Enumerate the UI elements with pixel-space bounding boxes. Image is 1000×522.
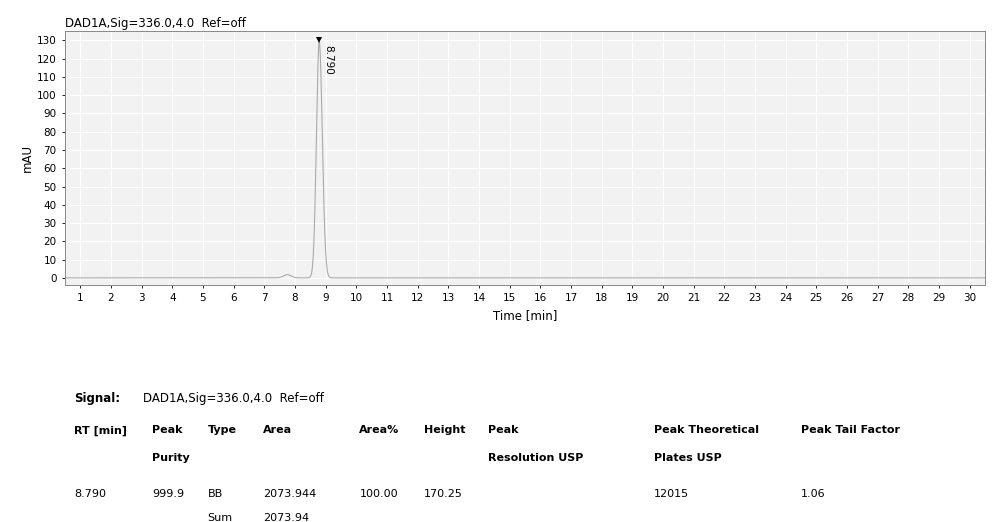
- Text: Sum: Sum: [208, 513, 233, 522]
- Text: RT [min]: RT [min]: [74, 425, 127, 436]
- Text: BB: BB: [208, 489, 223, 499]
- Text: Type: Type: [208, 425, 237, 435]
- Text: Plates USP: Plates USP: [654, 453, 722, 464]
- Text: Resolution USP: Resolution USP: [488, 453, 584, 464]
- Text: 170.25: 170.25: [424, 489, 463, 499]
- Text: Peak Theoretical: Peak Theoretical: [654, 425, 759, 435]
- Text: 8.790: 8.790: [74, 489, 106, 499]
- Text: Height: Height: [424, 425, 465, 435]
- Text: 1.06: 1.06: [801, 489, 826, 499]
- Text: 100.00: 100.00: [359, 489, 398, 499]
- Text: Peak: Peak: [152, 425, 183, 435]
- Text: Peak Tail Factor: Peak Tail Factor: [801, 425, 900, 435]
- Text: Signal:: Signal:: [74, 393, 120, 406]
- Text: 12015: 12015: [654, 489, 689, 499]
- Text: Peak: Peak: [488, 425, 519, 435]
- Text: Purity: Purity: [152, 453, 190, 464]
- Text: Area%: Area%: [359, 425, 400, 435]
- Text: DAD1A,Sig=336.0,4.0  Ref=off: DAD1A,Sig=336.0,4.0 Ref=off: [143, 393, 324, 406]
- Text: 8.790: 8.790: [323, 45, 333, 75]
- Text: 999.9: 999.9: [152, 489, 185, 499]
- X-axis label: Time [min]: Time [min]: [493, 309, 557, 322]
- Text: 2073.94: 2073.94: [263, 513, 309, 522]
- Text: Area: Area: [263, 425, 292, 435]
- Text: DAD1A,Sig=336.0,4.0  Ref=off: DAD1A,Sig=336.0,4.0 Ref=off: [65, 17, 246, 30]
- Y-axis label: mAU: mAU: [21, 144, 34, 172]
- Text: 2073.944: 2073.944: [263, 489, 316, 499]
